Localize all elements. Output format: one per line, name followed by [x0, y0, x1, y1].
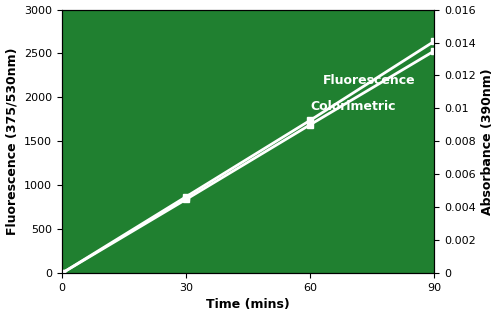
Y-axis label: Absorbance (390nm): Absorbance (390nm) — [482, 68, 494, 215]
Text: Colorimetric: Colorimetric — [310, 100, 396, 113]
Y-axis label: Fluorescence (375/530nm): Fluorescence (375/530nm) — [6, 48, 18, 235]
Text: Fluorescence: Fluorescence — [322, 74, 416, 87]
X-axis label: Time (mins): Time (mins) — [206, 298, 290, 311]
